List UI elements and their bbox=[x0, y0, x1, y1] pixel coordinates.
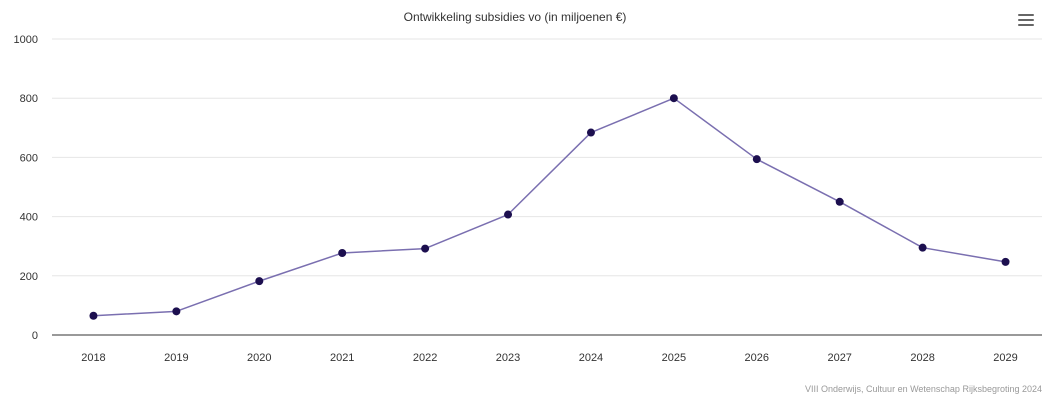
data-point-2026[interactable] bbox=[752, 155, 761, 164]
y-tick-label: 200 bbox=[20, 271, 38, 283]
y-tick-label: 400 bbox=[20, 212, 38, 224]
x-tick-label: 2028 bbox=[910, 352, 934, 364]
y-tick-label: 800 bbox=[20, 93, 38, 105]
data-point-2022[interactable] bbox=[421, 244, 430, 253]
x-tick-label: 2026 bbox=[745, 352, 769, 364]
x-tick-label: 2024 bbox=[579, 352, 603, 364]
data-point-2024[interactable] bbox=[586, 128, 595, 137]
y-tick-label: 1000 bbox=[14, 34, 38, 46]
x-tick-label: 2021 bbox=[330, 352, 354, 364]
data-point-2029[interactable] bbox=[1001, 257, 1010, 266]
data-point-2023[interactable] bbox=[504, 210, 513, 219]
hamburger-menu-icon[interactable] bbox=[1018, 14, 1034, 28]
menu-bar bbox=[1018, 19, 1034, 21]
series-line bbox=[93, 97, 1006, 317]
axes: 0 200 400 600 800 1000 2018 2019 2020 2021 2022 202… bbox=[14, 34, 1042, 364]
credits-text: VIII Onderwijs, Cultuur en Wetenschap Ri… bbox=[805, 384, 1042, 394]
menu-bar bbox=[1018, 24, 1034, 26]
series bbox=[93, 97, 1006, 317]
chart-title: Ontwikkeling subsidies vo (in miljoenen … bbox=[403, 10, 627, 24]
data-point-2020[interactable] bbox=[255, 277, 264, 286]
x-tick-label: 2023 bbox=[496, 352, 520, 364]
data-point-2025[interactable] bbox=[669, 94, 678, 103]
menu-bar bbox=[1018, 14, 1034, 16]
x-tick-label: 2020 bbox=[247, 352, 271, 364]
gridlines bbox=[52, 38, 1042, 277]
data-point-2019[interactable] bbox=[172, 307, 181, 316]
x-tick-label: 2025 bbox=[662, 352, 686, 364]
x-tick-label: 2018 bbox=[81, 352, 105, 364]
data-point-2027[interactable] bbox=[835, 197, 844, 206]
markers bbox=[89, 94, 1010, 320]
data-point-2018[interactable] bbox=[89, 311, 98, 320]
x-tick-label: 2022 bbox=[413, 352, 437, 364]
data-point-2028[interactable] bbox=[918, 243, 927, 252]
x-tick-label: 2029 bbox=[993, 352, 1017, 364]
y-tick-label: 600 bbox=[20, 152, 38, 164]
x-tick-label: 2019 bbox=[164, 352, 188, 364]
y-tick-label: 0 bbox=[32, 330, 38, 342]
x-tick-label: 2027 bbox=[827, 352, 851, 364]
data-point-2021[interactable] bbox=[338, 249, 347, 258]
